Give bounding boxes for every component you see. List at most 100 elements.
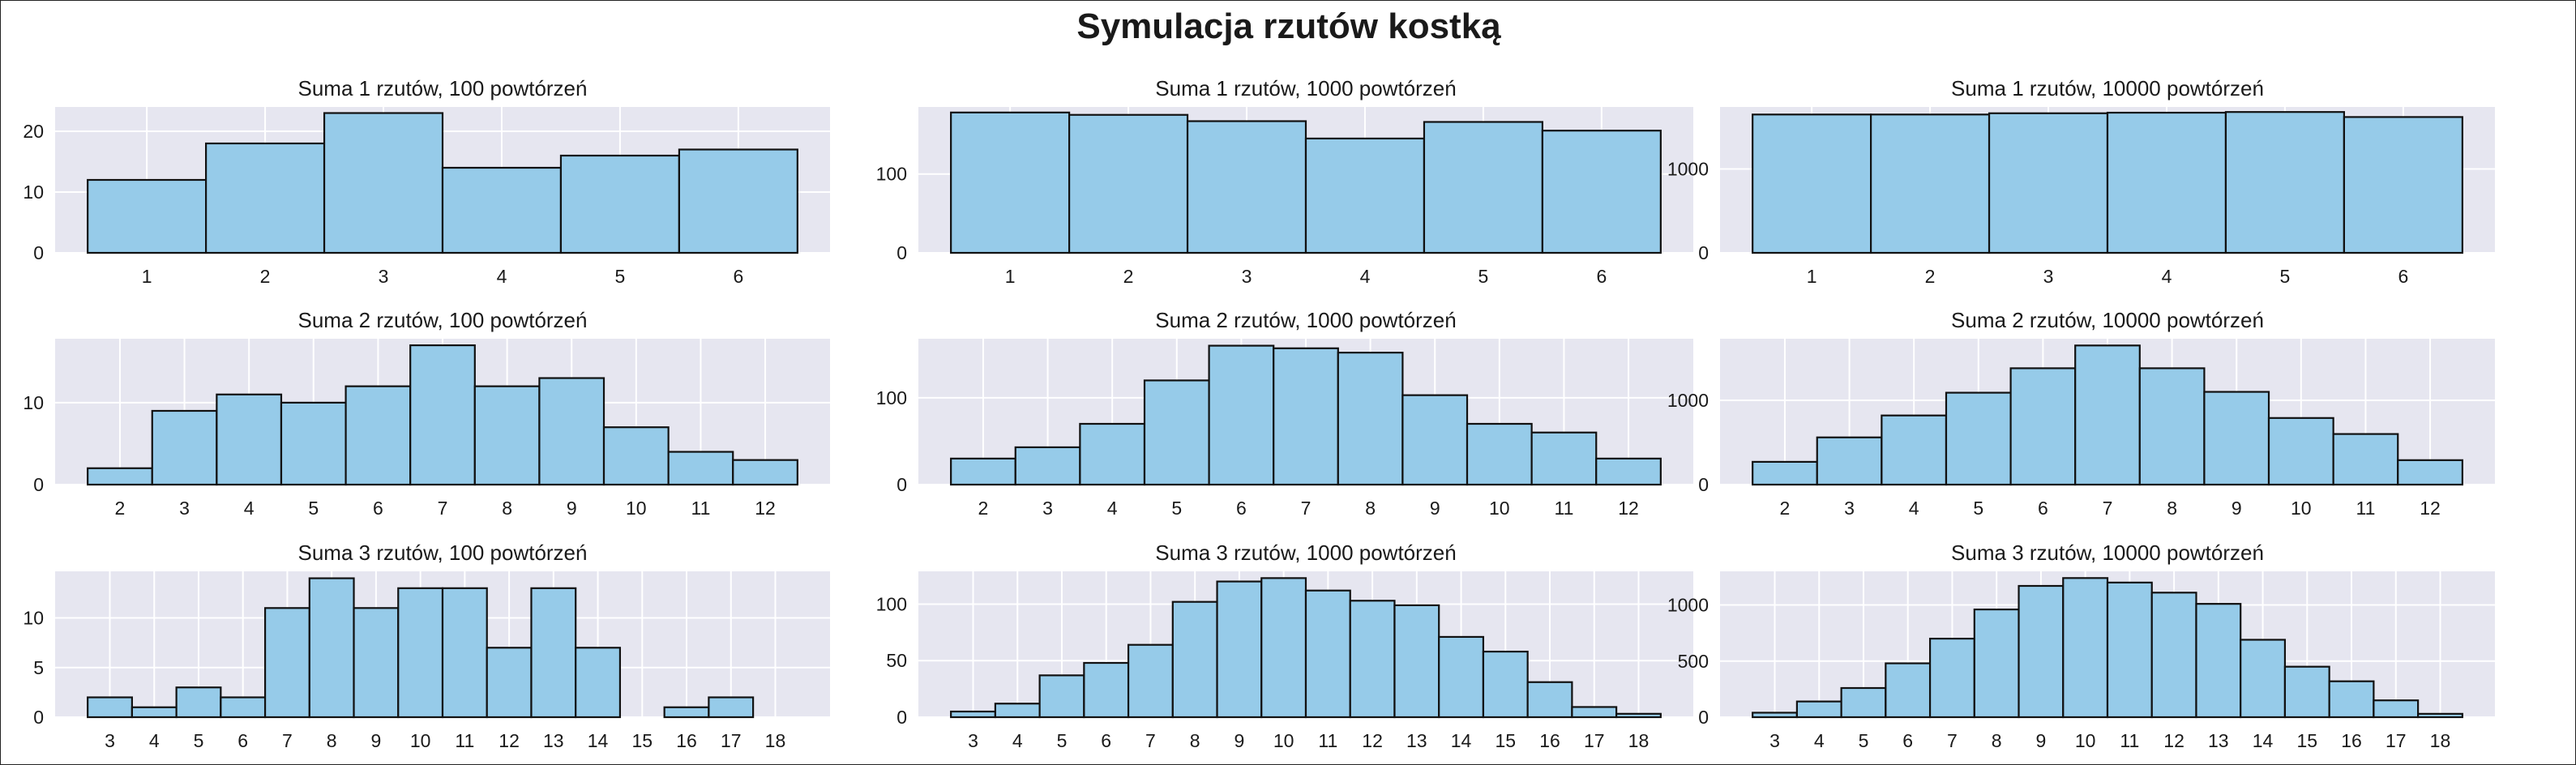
x-tick-label: 3	[1844, 498, 1855, 519]
y-tick-label: 0	[896, 474, 907, 495]
y-tick-label: 10	[23, 182, 44, 203]
histogram-bar	[1393, 604, 1440, 719]
histogram-bar	[678, 148, 798, 254]
x-tick-label: 4	[1012, 730, 1023, 751]
histogram-bar	[409, 344, 476, 486]
x-tick-label: 18	[2430, 730, 2451, 751]
x-tick-label: 2	[1780, 498, 1791, 519]
histogram-bar	[2343, 116, 2463, 254]
histogram-bar	[216, 393, 283, 486]
x-tick-label: 11	[2120, 730, 2139, 751]
histogram-bar	[1273, 347, 1339, 486]
subplot-title: Suma 3 rzutów, 1000 powtórzeń	[1155, 541, 1456, 565]
histogram-bar	[1816, 436, 1883, 486]
histogram-bar	[1260, 577, 1307, 719]
histogram-bar	[1615, 712, 1662, 719]
y-tick-label: 50	[886, 650, 907, 671]
y-tick-label: 10	[23, 608, 44, 629]
x-tick-label: 12	[2420, 498, 2441, 519]
histogram-bar	[1216, 580, 1263, 719]
subplot-title: Suma 2 rzutów, 10000 powtórzeń	[1951, 308, 2264, 332]
histogram-bar	[2417, 712, 2463, 719]
y-tick-label: 0	[33, 474, 44, 495]
subplot-title: Suma 1 rzutów, 100 powtórzeń	[298, 76, 588, 100]
x-tick-label: 5	[308, 498, 319, 519]
x-tick-label: 6	[1101, 730, 1111, 751]
histogram-bar	[1881, 414, 1948, 486]
x-tick-label: 6	[1596, 266, 1607, 287]
x-tick-label: 4	[1909, 498, 1919, 519]
subplot-2-2: Suma 2 rzutów, 1000 powtórzeń 2 3 4 5 6 7 8 9 10 1…	[876, 308, 1693, 519]
x-tick-label: 4	[149, 730, 160, 751]
histogram-bar	[1595, 457, 1662, 486]
x-tick-label: 5	[1171, 498, 1182, 519]
subplot-title: Suma 3 rzutów, 10000 powtórzeń	[1951, 541, 2264, 565]
histogram-bar	[1571, 706, 1618, 719]
x-tick-label: 13	[2208, 730, 2229, 751]
histogram-bar	[602, 426, 670, 486]
histogram-bar	[1885, 662, 1932, 719]
x-tick-label: 11	[1318, 730, 1337, 751]
y-tick-label: 100	[876, 164, 907, 185]
histogram-bar	[220, 696, 267, 719]
subplot-1-2: Suma 1 rzutów, 1000 powtórzeń 1 2 3 4 5 6 0 100	[876, 76, 1693, 287]
x-tick-label: 3	[1042, 498, 1053, 519]
subplot-2-1: Suma 2 rzutów, 100 powtórzeń 2 3 4 5 6 7 8 9 10 11…	[23, 308, 830, 519]
x-tick-label: 3	[968, 730, 978, 751]
x-tick-label: 11	[2356, 498, 2375, 519]
x-tick-label: 7	[438, 498, 448, 519]
x-tick-label: 9	[1430, 498, 1440, 519]
x-tick-label: 14	[1451, 730, 1472, 751]
x-tick-label: 8	[1365, 498, 1376, 519]
x-tick-label: 10	[1273, 730, 1294, 751]
x-tick-label: 4	[1814, 730, 1825, 751]
histogram-bar	[1337, 352, 1404, 486]
y-tick-label: 1000	[1667, 390, 1709, 411]
x-tick-label: 10	[410, 730, 431, 751]
histogram-bar	[486, 647, 533, 719]
histogram-bar	[1752, 113, 1872, 254]
x-tick-label: 10	[626, 498, 647, 519]
subplot-title: Suma 2 rzutów, 100 powtórzeń	[298, 308, 588, 332]
subplot-title: Suma 1 rzutów, 1000 powtórzeń	[1155, 76, 1456, 100]
x-tick-label: 8	[327, 730, 337, 751]
histogram-bar	[1304, 589, 1351, 719]
histogram-bar	[2332, 433, 2399, 486]
histogram-bar	[1752, 460, 1818, 486]
histogram-bar	[205, 142, 326, 254]
histogram-bar	[2138, 367, 2206, 486]
x-tick-label: 3	[379, 266, 389, 287]
histogram-bar	[1752, 712, 1798, 719]
histogram-bar	[353, 607, 400, 719]
histogram-bar	[2240, 639, 2287, 719]
x-tick-label: 11	[1554, 498, 1573, 519]
x-tick-label: 9	[567, 498, 577, 519]
x-tick-label: 4	[1360, 266, 1371, 287]
histogram-bar	[280, 401, 347, 486]
x-tick-label: 11	[691, 498, 710, 519]
histogram-bar	[559, 154, 680, 254]
x-tick-label: 2	[978, 498, 989, 519]
histogram-bar	[175, 686, 222, 719]
histogram-bar	[1038, 674, 1085, 719]
x-tick-label: 4	[244, 498, 255, 519]
y-tick-label: 500	[1678, 651, 1709, 672]
histogram-bar	[397, 587, 444, 719]
x-tick-label: 8	[502, 498, 512, 519]
y-tick-label: 0	[33, 707, 44, 728]
x-tick-label: 1	[1807, 266, 1817, 287]
histogram-bar	[2195, 603, 2242, 719]
histogram-bar	[1840, 686, 1887, 719]
x-tick-label: 2	[1925, 266, 1936, 287]
x-tick-label: 13	[543, 730, 564, 751]
x-tick-label: 3	[105, 730, 115, 751]
x-tick-label: 6	[733, 266, 743, 287]
histogram-bar	[950, 111, 1071, 254]
subplot-title: Suma 3 rzutów, 100 powtórzeń	[298, 541, 588, 565]
x-tick-label: 10	[2075, 730, 2096, 751]
x-tick-label: 5	[2280, 266, 2291, 287]
histogram-bar	[263, 607, 310, 719]
histogram-bar	[1208, 344, 1275, 486]
x-tick-label: 4	[497, 266, 507, 287]
